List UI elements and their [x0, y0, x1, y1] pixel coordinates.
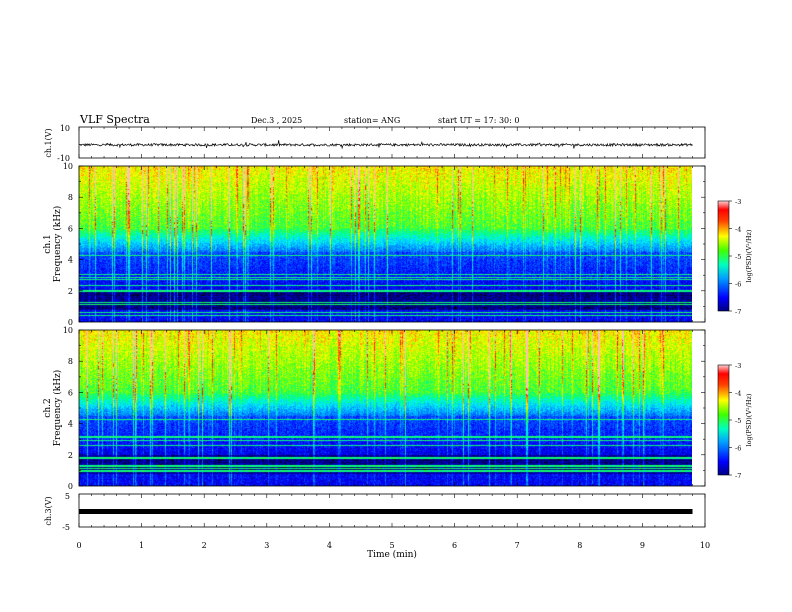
ch2-spectrogram-image — [79, 330, 692, 486]
x-tick-label: 2 — [202, 541, 207, 550]
colorbar-tick-label: -3 — [735, 362, 741, 370]
x-tick-label: 4 — [327, 541, 332, 550]
colorbar-tick-label: -5 — [735, 417, 741, 425]
ch2-spectrogram-ylabel-line2: Frequency (kHz) — [52, 370, 63, 447]
ch2-colorbar-label: log(PSD)(V²/Hz) — [745, 393, 753, 446]
colorbar-tick-label: -7 — [735, 308, 741, 316]
ch3-ytick-max: 5 — [65, 492, 70, 501]
ch1-spectrogram-image — [79, 166, 692, 322]
ch2-colorbar — [717, 364, 730, 476]
y-tick-label: 4 — [68, 256, 73, 265]
ch1-spectrogram-ylabel-line2: Frequency (kHz) — [52, 206, 63, 283]
x-tick-label: 9 — [640, 541, 645, 550]
colorbar-tick-label: -3 — [735, 198, 741, 206]
x-tick-label: 3 — [264, 541, 269, 550]
ch2-spectrogram-ylabel-line1: ch.2 — [43, 398, 53, 417]
y-tick-label: 6 — [68, 388, 73, 397]
y-tick-label: 2 — [68, 451, 73, 460]
date-label: Dec.3 , 2025 — [251, 116, 302, 125]
colorbar-tick-label: -6 — [735, 445, 741, 453]
station-label: station= ANG — [344, 116, 400, 125]
y-tick-label: 8 — [68, 357, 73, 366]
y-tick-label: 10 — [63, 162, 73, 171]
x-tick-label: 5 — [389, 541, 394, 550]
ch3-level-trace — [79, 509, 693, 514]
x-tick-label: 0 — [76, 541, 81, 550]
x-tick-label: 7 — [515, 541, 520, 550]
y-tick-label: 2 — [68, 287, 73, 296]
x-tick-label: 8 — [577, 541, 582, 550]
x-tick-label: 10 — [700, 541, 710, 550]
ch3-ytick-min: -5 — [62, 523, 70, 532]
ch1-ytick-min: -10 — [57, 154, 70, 163]
y-tick-label: 0 — [68, 482, 73, 491]
ch1-waveform-panel: 10 -10 ch.1(V) — [44, 124, 706, 163]
ch1-colorbar-ticks: -7 -6 -5 -4 -3 — [729, 198, 741, 316]
colorbar-tick-label: -5 — [735, 253, 741, 261]
x-tick-label: 1 — [139, 541, 144, 550]
ch1-colorbar — [717, 200, 730, 312]
time-axis-label: Time (min) — [367, 549, 417, 560]
ch2-spectrogram-yticks: 0 2 4 6 8 10 — [63, 326, 705, 491]
colorbar-tick-label: -4 — [735, 390, 741, 398]
start-time-label: start UT = 17: 30: 0 — [438, 116, 519, 125]
ch1-waveform-frame — [78, 126, 706, 159]
ch1-colorbar-label: log(PSD)(V²/Hz) — [745, 229, 753, 282]
ch1-spectrogram-ylabel-line1: ch.1 — [43, 234, 53, 253]
y-tick-label: 8 — [68, 193, 73, 202]
time-axis-ticks: 0 1 2 3 4 5 6 7 8 9 10 — [76, 127, 710, 550]
colorbar-tick-label: -4 — [735, 226, 741, 234]
y-tick-label: 10 — [63, 326, 73, 335]
x-tick-label: 6 — [452, 541, 457, 550]
ch3-level-ylabel: ch.3(V) — [44, 496, 53, 525]
ch1-waveform-ylabel: ch.1(V) — [44, 128, 53, 157]
ch3-level-panel: 5 -5 ch.3(V) — [44, 492, 706, 532]
ch1-ytick-max: 10 — [60, 124, 70, 133]
ch1-waveform-trace — [78, 140, 693, 150]
y-tick-label: 4 — [68, 420, 73, 429]
figure-title: VLF Spectra — [79, 113, 150, 126]
ch2-colorbar-ticks: -7 -6 -5 -4 -3 — [729, 362, 741, 480]
y-tick-label: 0 — [68, 318, 73, 327]
colorbar-tick-label: -6 — [735, 281, 741, 289]
colorbar-tick-label: -7 — [735, 472, 741, 480]
ch1-spectrogram-yticks: 0 2 4 6 8 10 — [63, 162, 705, 327]
y-tick-label: 6 — [68, 224, 73, 233]
